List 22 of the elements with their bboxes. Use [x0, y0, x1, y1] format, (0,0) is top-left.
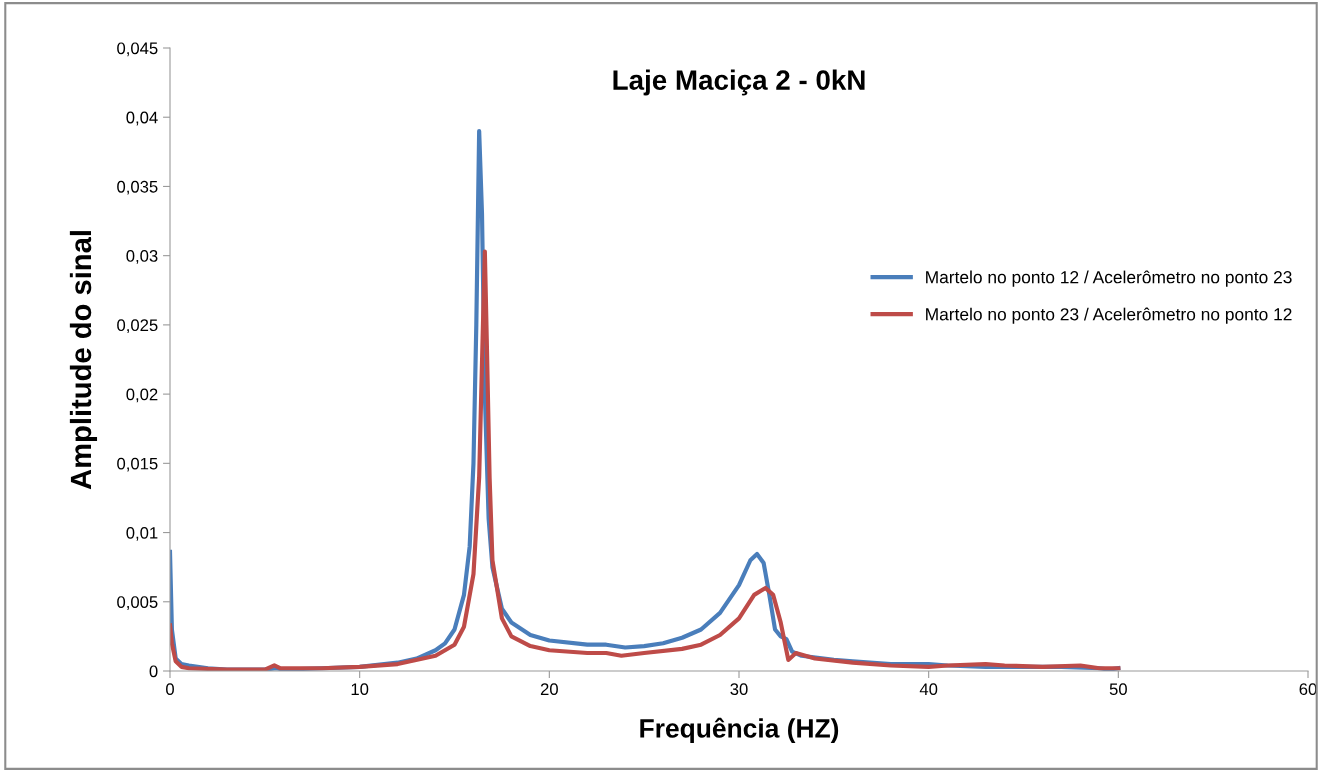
y-tick-label: 0,03: [126, 250, 158, 264]
y-tick-label: 0,035: [117, 180, 158, 195]
x-tick-label: 30: [730, 683, 748, 696]
x-tick-label: 60: [1299, 683, 1317, 696]
x-tick-label: 50: [1109, 683, 1127, 696]
y-tick-label: 0,02: [126, 388, 158, 403]
y-tick-label: 0: [149, 665, 158, 678]
x-axis-title: Frequência (HZ): [640, 717, 839, 743]
y-tick-label: 0,005: [117, 596, 158, 610]
y-tick-label: 0,045: [117, 42, 158, 57]
legend-label: Martelo no ponto 12 / Acelerômetro no ponto 23: [926, 270, 1292, 287]
x-tick-label: 20: [540, 683, 558, 696]
x-tick-label: 10: [351, 683, 369, 696]
x-tick-label: 0: [166, 683, 174, 696]
text: Laje Maciça 2 - 0kN: [613, 69, 865, 96]
y-axis-title: Amplitude do sinal: [69, 231, 98, 490]
y-tick-label: 0,04: [126, 111, 158, 126]
legend-label: Martelo no ponto 23 / Acelerômetro no ponto 12: [926, 307, 1292, 324]
y-tick-label: 0,01: [126, 526, 158, 541]
y-tick-label: 0,025: [117, 319, 158, 334]
y-tick-label: 0,015: [117, 457, 158, 472]
x-tick-label: 40: [919, 683, 938, 696]
